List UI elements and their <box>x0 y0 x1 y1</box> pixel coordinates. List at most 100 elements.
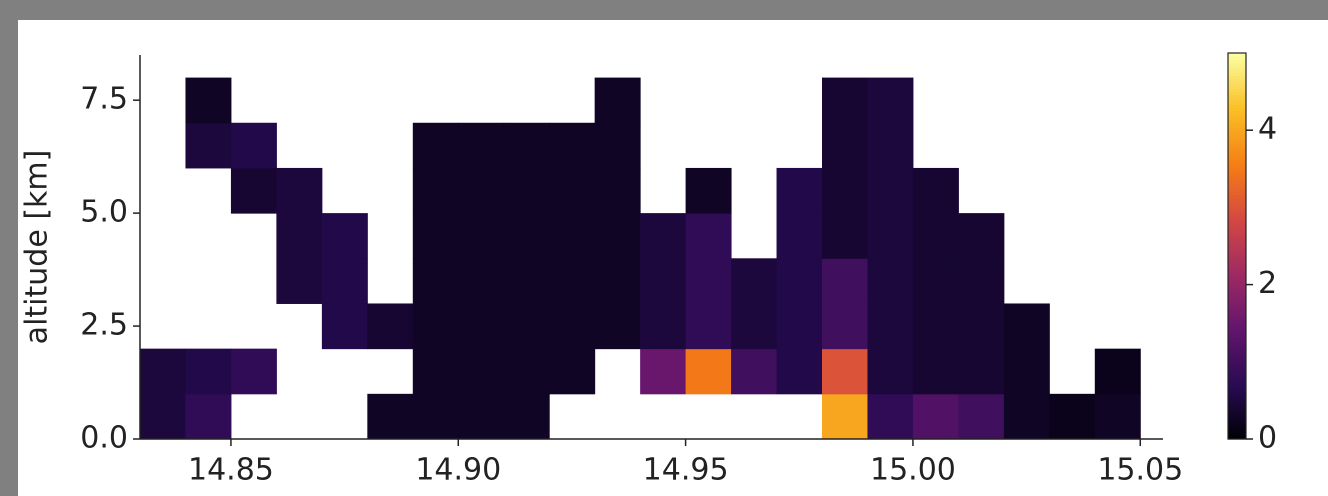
colorbar-segment <box>1228 393 1246 398</box>
heatmap-cell <box>321 303 368 350</box>
colorbar-segment <box>1228 265 1246 270</box>
heatmap-cell <box>412 122 459 169</box>
colorbar-segment <box>1228 152 1246 157</box>
colorbar-segment <box>1228 98 1246 102</box>
colorbar-segment <box>1228 297 1246 302</box>
colorbar-segment <box>1228 233 1246 237</box>
heatmap-cell <box>230 348 277 395</box>
colorbar-segment <box>1228 62 1246 67</box>
colorbar-segment <box>1228 291 1246 295</box>
colorbar-segment <box>1228 422 1246 427</box>
heatmap-cell <box>912 258 959 304</box>
heatmap-cell <box>822 167 868 214</box>
colorbar-segment <box>1228 352 1246 356</box>
colorbar-segment <box>1228 268 1246 273</box>
heatmap-cell <box>549 303 596 350</box>
heatmap-cell <box>185 77 232 124</box>
heatmap-cell <box>912 303 959 350</box>
colorbar-segment <box>1228 213 1246 218</box>
heatmap-cell <box>822 348 868 395</box>
colorbar-segment <box>1228 339 1246 344</box>
y-axis-label: altitude [km] <box>20 150 55 345</box>
colorbar-segment <box>1228 371 1246 376</box>
colorbar-segment <box>1228 342 1246 347</box>
colorbar-segment <box>1228 313 1246 318</box>
heatmap-cell <box>912 167 959 214</box>
colorbar-segment <box>1228 107 1246 112</box>
heatmap-cell <box>731 258 778 304</box>
heatmap-cell <box>412 303 459 350</box>
colorbar-segment <box>1228 120 1246 125</box>
colorbar-segment <box>1228 91 1246 96</box>
colorbar-segment <box>1228 59 1246 64</box>
heatmap-cell <box>958 348 1005 395</box>
colorbar-segment <box>1228 435 1246 440</box>
heatmap-cell <box>140 348 186 395</box>
colorbar-segment <box>1228 387 1246 392</box>
heatmap-cell <box>776 348 823 395</box>
heatmap-cell <box>549 167 596 214</box>
x-tick-label: 15.05 <box>1097 453 1183 488</box>
colorbar-segment <box>1228 223 1246 228</box>
heatmap-cell <box>867 393 914 440</box>
heatmap-cell <box>685 258 732 304</box>
colorbar-segment <box>1228 249 1246 254</box>
colorbar-segment <box>1228 184 1246 189</box>
colorbar-segment <box>1228 239 1246 244</box>
colorbar-segment <box>1228 133 1246 138</box>
colorbar-segment <box>1228 326 1246 331</box>
heatmap-cell <box>412 167 459 214</box>
colorbar-segment <box>1228 303 1246 308</box>
heatmap-cell <box>867 213 914 259</box>
colorbar-segment <box>1228 323 1246 328</box>
heatmap-cell <box>685 303 732 350</box>
heatmap-cell <box>458 167 505 214</box>
colorbar-segment <box>1228 130 1246 135</box>
heatmap-cell <box>503 303 550 350</box>
heatmap-cell <box>867 258 914 304</box>
colorbar-segment <box>1228 390 1246 395</box>
colorbar-segment <box>1228 406 1246 411</box>
colorbar-segment <box>1228 104 1246 109</box>
colorbar-segment <box>1228 332 1246 337</box>
heatmap-cell <box>230 167 277 214</box>
heatmap-cell <box>276 258 323 304</box>
colorbar-segment <box>1228 200 1246 205</box>
colorbar-segment <box>1228 271 1246 276</box>
colorbar-segment <box>1228 284 1246 289</box>
colorbar-segment <box>1228 413 1246 418</box>
heatmap-cell <box>1003 303 1050 350</box>
colorbar-segment <box>1228 197 1246 202</box>
heatmap-cell <box>412 348 459 395</box>
heatmap-cell <box>1049 393 1096 440</box>
heatmap-cell <box>458 393 505 440</box>
heatmap-cell <box>640 348 687 395</box>
heatmap-cell <box>276 167 323 214</box>
colorbar-tick-label: 2 <box>1258 266 1277 301</box>
colorbar-segment <box>1228 429 1246 434</box>
colorbar-segment <box>1228 300 1246 305</box>
heatmap-cell <box>822 258 868 304</box>
colorbar-segment <box>1228 416 1246 421</box>
colorbar-segment <box>1228 274 1246 279</box>
colorbar-segment <box>1228 155 1246 160</box>
colorbar-tick-label: 4 <box>1258 112 1277 147</box>
heatmap-cell <box>685 348 732 395</box>
heatmap-cell <box>912 348 959 395</box>
y-tick-label: 0.0 <box>80 421 128 456</box>
colorbar-segment <box>1228 242 1246 247</box>
heatmap-cell <box>458 348 505 395</box>
colorbar-segment <box>1228 194 1246 199</box>
colorbar-segment <box>1228 384 1246 389</box>
heatmap-cell <box>685 213 732 259</box>
colorbar-segment <box>1228 220 1246 225</box>
x-tick-label: 14.90 <box>415 453 501 488</box>
heatmap-cell <box>503 122 550 169</box>
colorbar-segment <box>1228 252 1246 257</box>
heatmap-cell <box>867 167 914 214</box>
colorbar-segment <box>1228 117 1246 122</box>
colorbar-segment <box>1228 236 1246 241</box>
colorbar-segment <box>1228 81 1246 86</box>
colorbar-segment <box>1228 262 1246 266</box>
heatmap-cell <box>321 258 368 304</box>
